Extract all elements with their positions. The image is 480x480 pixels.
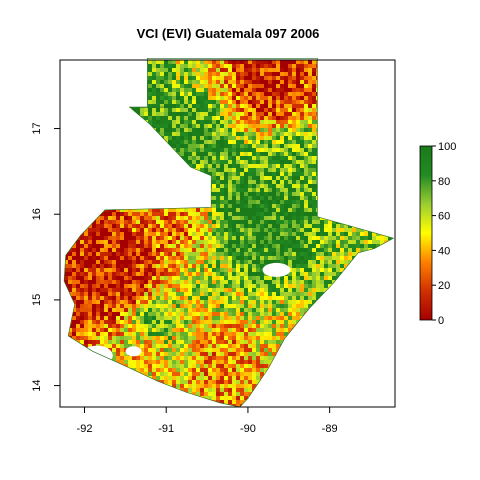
y-tick-label: 14 (31, 379, 43, 391)
x-tick-label: -92 (77, 423, 93, 435)
y-tick-label: 17 (31, 122, 43, 134)
no-data-patch (125, 346, 142, 357)
legend-tick-label: 80 (438, 176, 450, 188)
x-tick-label: -89 (322, 423, 338, 435)
legend-tick-label: 40 (438, 245, 450, 257)
x-tick-label: -90 (240, 423, 256, 435)
color-legend: 0 20 40 60 80 100 (419, 141, 456, 327)
y-tick-label: 16 (31, 208, 43, 220)
legend-color-bar (419, 145, 433, 321)
x-tick-label: -91 (158, 423, 174, 435)
legend-tick-label: 0 (438, 315, 444, 327)
x-axis: -92 -91 -90 -89 (77, 407, 338, 435)
no-data-patch (80, 345, 113, 366)
plot-frame (59, 59, 396, 408)
country-outline (63, 58, 395, 408)
legend-ticks: 0 20 40 60 80 100 (432, 141, 456, 327)
y-axis: 14 15 16 17 (31, 122, 60, 392)
legend-tick-label: 100 (438, 141, 456, 153)
legend-tick-label: 20 (438, 280, 450, 292)
legend-tick-label: 60 (438, 211, 450, 223)
vci-raster (64, 60, 394, 408)
no-data-patch (262, 262, 291, 277)
map-title: VCI (EVI) Guatemala 097 2006 (137, 26, 320, 41)
y-tick-label: 15 (31, 294, 43, 306)
